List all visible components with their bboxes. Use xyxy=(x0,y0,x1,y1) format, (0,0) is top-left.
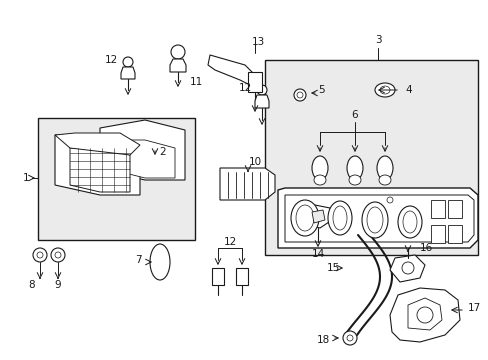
Text: 1: 1 xyxy=(22,173,29,183)
Circle shape xyxy=(51,248,65,262)
Text: 12: 12 xyxy=(223,237,236,247)
Circle shape xyxy=(342,331,356,345)
Bar xyxy=(447,200,461,218)
Ellipse shape xyxy=(346,156,362,180)
Polygon shape xyxy=(100,120,184,180)
Polygon shape xyxy=(207,55,254,85)
Text: 14: 14 xyxy=(311,249,324,259)
Text: 3: 3 xyxy=(374,35,381,45)
Text: 9: 9 xyxy=(55,280,61,290)
Bar xyxy=(247,72,262,92)
Polygon shape xyxy=(55,135,140,195)
Circle shape xyxy=(401,262,413,274)
Circle shape xyxy=(55,252,61,258)
Ellipse shape xyxy=(374,83,394,97)
Ellipse shape xyxy=(402,211,416,233)
Circle shape xyxy=(416,307,432,323)
Polygon shape xyxy=(278,188,477,248)
Circle shape xyxy=(37,252,43,258)
Text: 2: 2 xyxy=(160,147,166,157)
Bar xyxy=(38,118,195,240)
Polygon shape xyxy=(236,268,247,285)
Polygon shape xyxy=(212,268,224,285)
Polygon shape xyxy=(305,205,331,228)
Ellipse shape xyxy=(376,156,392,180)
Text: 10: 10 xyxy=(248,157,261,167)
Ellipse shape xyxy=(332,206,346,230)
Text: 4: 4 xyxy=(404,85,411,95)
Ellipse shape xyxy=(361,202,387,238)
Polygon shape xyxy=(254,95,268,108)
Bar xyxy=(430,225,444,243)
Circle shape xyxy=(33,248,47,262)
Circle shape xyxy=(257,85,266,95)
Ellipse shape xyxy=(313,175,325,185)
Polygon shape xyxy=(311,210,325,223)
Ellipse shape xyxy=(311,156,327,180)
Polygon shape xyxy=(121,67,135,79)
Text: 16: 16 xyxy=(419,243,432,253)
Ellipse shape xyxy=(366,207,382,233)
Ellipse shape xyxy=(378,175,390,185)
Bar xyxy=(447,225,461,243)
Text: 17: 17 xyxy=(467,303,480,313)
Text: 7: 7 xyxy=(135,255,142,265)
Circle shape xyxy=(171,45,184,59)
Ellipse shape xyxy=(348,175,360,185)
Text: 8: 8 xyxy=(29,280,35,290)
Circle shape xyxy=(293,89,305,101)
Polygon shape xyxy=(170,59,185,72)
Polygon shape xyxy=(285,195,473,242)
Ellipse shape xyxy=(290,200,318,236)
Circle shape xyxy=(123,57,133,67)
Circle shape xyxy=(296,92,303,98)
Text: 18: 18 xyxy=(316,335,329,345)
Text: 15: 15 xyxy=(326,263,339,273)
Polygon shape xyxy=(55,133,140,155)
Text: 12: 12 xyxy=(238,83,251,93)
Polygon shape xyxy=(389,288,459,342)
Text: 6: 6 xyxy=(351,110,358,120)
Bar xyxy=(264,60,477,255)
Polygon shape xyxy=(113,140,175,178)
Polygon shape xyxy=(389,255,424,282)
Bar xyxy=(430,200,444,218)
Circle shape xyxy=(386,197,392,203)
Circle shape xyxy=(346,335,352,341)
Ellipse shape xyxy=(379,86,389,94)
Polygon shape xyxy=(70,148,130,192)
Polygon shape xyxy=(220,168,274,200)
Ellipse shape xyxy=(327,201,351,235)
Ellipse shape xyxy=(150,244,170,280)
Text: 11: 11 xyxy=(190,77,203,87)
Text: 5: 5 xyxy=(317,85,324,95)
Text: 13: 13 xyxy=(251,37,264,47)
Ellipse shape xyxy=(295,205,313,231)
Text: 12: 12 xyxy=(104,55,118,65)
Polygon shape xyxy=(407,298,441,330)
Ellipse shape xyxy=(397,206,421,238)
